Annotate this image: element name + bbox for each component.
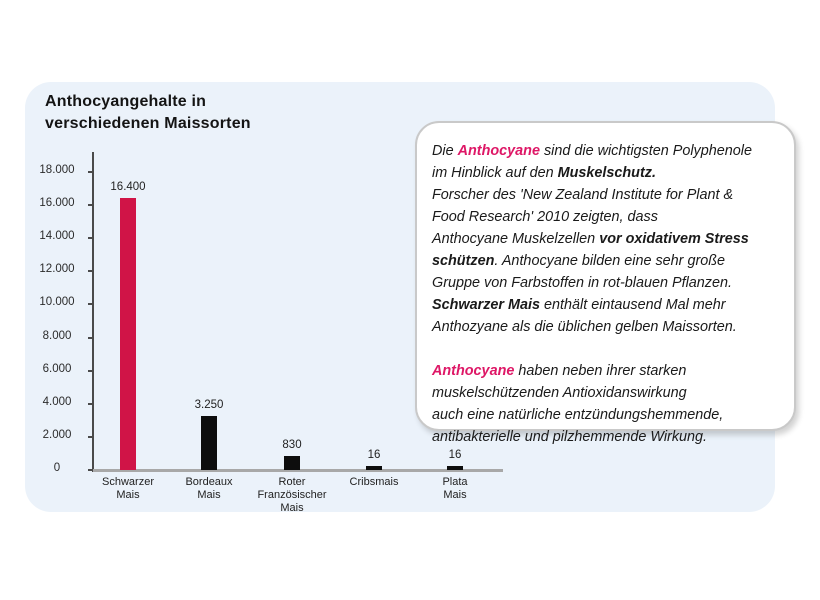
chart-title: Anthocyangehalte in verschiedenen Maisso… [45,91,251,135]
text-segment: . Anthocyane bilden eine sehr große [494,253,726,269]
text-segment: Anthozyane als die üblichen gelben Maiss… [432,319,737,335]
text-segment: schützen [432,253,495,269]
info-box: Die Anthocyane sind die wichtigsten Poly… [415,121,796,445]
text-segment: Anthocyane Muskelzellen [432,231,600,247]
text-segment: antibakterielle und pilzhemmende Wirkung… [432,429,708,445]
accent-text: Anthocyane [457,143,540,159]
text-segment: enthält eintausend Mal mehr [539,297,726,313]
text-segment: Gruppe von Farbstoffen in rot-blauen Pfl… [432,275,732,291]
info-box-text: Die Anthocyane sind die wichtigsten Poly… [432,140,782,448]
info-paragraph-1: Die Anthocyane sind die wichtigsten Poly… [432,140,782,338]
text-segment: muskelschützenden Antioxidanswirkung [432,385,687,401]
text-segment: Die [432,143,458,159]
text-segment: Schwarzer Mais [432,297,540,313]
accent-text: Anthocyane [432,363,515,379]
text-segment: im Hinblick auf den [432,165,558,181]
text-segment: Forscher des 'New Zealand Institute for … [432,187,734,203]
info-paragraph-2: Anthocyane haben neben ihrer starken musk… [432,360,782,448]
text-segment: Muskelschutz. [557,165,656,181]
text-segment: sind die wichtigsten Polyphenole [539,143,752,159]
text-segment: haben neben ihrer starken [514,363,687,379]
text-segment: Food Research' 2010 zeigten, dass [432,209,658,225]
text-segment: vor oxidativem Stress [599,231,749,247]
text-segment: auch eine natürliche entzündungshemmende… [432,407,724,423]
chart-title-line2: verschiedenen Maissorten [45,115,251,132]
chart-title-line1: Anthocyangehalte in [45,93,207,110]
